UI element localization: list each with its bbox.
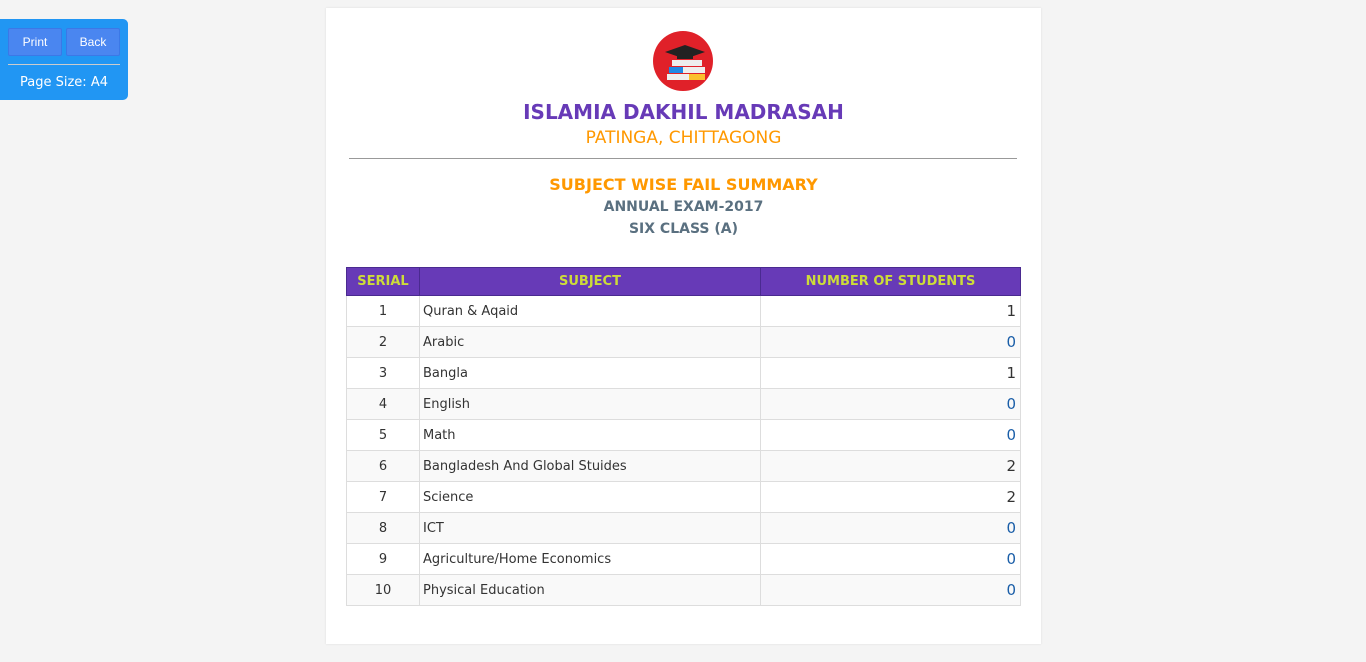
student-count-cell: 0 [760, 419, 1021, 451]
table-row: 10 Physical Education 0 [346, 574, 1021, 606]
serial-cell: 4 [346, 388, 420, 420]
print-button[interactable]: Print [8, 28, 62, 56]
student-count-cell: 0 [760, 388, 1021, 420]
table-row: 8 ICT 0 [346, 512, 1021, 544]
page-size-label: Page Size: A4 [20, 75, 108, 90]
school-name: ISLAMIA DAKHIL MADRASAH [523, 100, 844, 124]
student-count-cell: 0 [760, 574, 1021, 606]
students-header: NUMBER OF STUDENTS [760, 267, 1021, 296]
subject-cell: ICT [419, 512, 761, 544]
subject-cell: Science [419, 481, 761, 513]
serial-cell: 1 [346, 295, 420, 327]
serial-cell: 7 [346, 481, 420, 513]
student-count-cell: 1 [760, 357, 1021, 389]
back-button[interactable]: Back [66, 28, 120, 56]
table-row: 7 Science 2 [346, 481, 1021, 513]
student-count-cell: 0 [760, 512, 1021, 544]
student-count-cell: 1 [760, 295, 1021, 327]
subject-cell: Quran & Aqaid [419, 295, 761, 327]
student-count-cell: 2 [760, 450, 1021, 482]
table-row: 3 Bangla 1 [346, 357, 1021, 389]
school-logo-icon [653, 31, 713, 91]
table-row: 9 Agriculture/Home Economics 0 [346, 543, 1021, 575]
subject-cell: Arabic [419, 326, 761, 358]
header-divider [349, 158, 1017, 159]
print-toolbar: Print Back Page Size: A4 [0, 19, 128, 100]
exam-name: ANNUAL EXAM-2017 [603, 199, 764, 215]
table-row: 6 Bangladesh And Global Stuides 2 [346, 450, 1021, 482]
subject-cell: Physical Education [419, 574, 761, 606]
subject-cell: Math [419, 419, 761, 451]
subject-cell: Bangla [419, 357, 761, 389]
serial-cell: 8 [346, 512, 420, 544]
serial-cell: 5 [346, 419, 420, 451]
report-page: ISLAMIA DAKHIL MADRASAH PATINGA, CHITTAG… [326, 8, 1041, 644]
table-row: 1 Quran & Aqaid 1 [346, 295, 1021, 327]
report-title: SUBJECT WISE FAIL SUMMARY [549, 175, 818, 194]
serial-header: SERIAL [346, 267, 420, 296]
table-row: 2 Arabic 0 [346, 326, 1021, 358]
school-location: PATINGA, CHITTAGONG [585, 128, 782, 148]
divider [8, 64, 120, 65]
student-count-cell: 0 [760, 326, 1021, 358]
serial-cell: 10 [346, 574, 420, 606]
subject-cell: Bangladesh And Global Stuides [419, 450, 761, 482]
table-row: 5 Math 0 [346, 419, 1021, 451]
serial-cell: 3 [346, 357, 420, 389]
student-count-cell: 2 [760, 481, 1021, 513]
class-name: SIX CLASS (A) [628, 221, 739, 237]
table-row: 4 English 0 [346, 388, 1021, 420]
serial-cell: 2 [346, 326, 420, 358]
serial-cell: 6 [346, 450, 420, 482]
subject-header: SUBJECT [419, 267, 761, 296]
fail-summary-table: SERIAL SUBJECT NUMBER OF STUDENTS 1 Quran… [346, 267, 1021, 606]
serial-cell: 9 [346, 543, 420, 575]
student-count-cell: 0 [760, 543, 1021, 575]
table-header: SERIAL SUBJECT NUMBER OF STUDENTS [346, 267, 1021, 296]
subject-cell: Agriculture/Home Economics [419, 543, 761, 575]
subject-cell: English [419, 388, 761, 420]
